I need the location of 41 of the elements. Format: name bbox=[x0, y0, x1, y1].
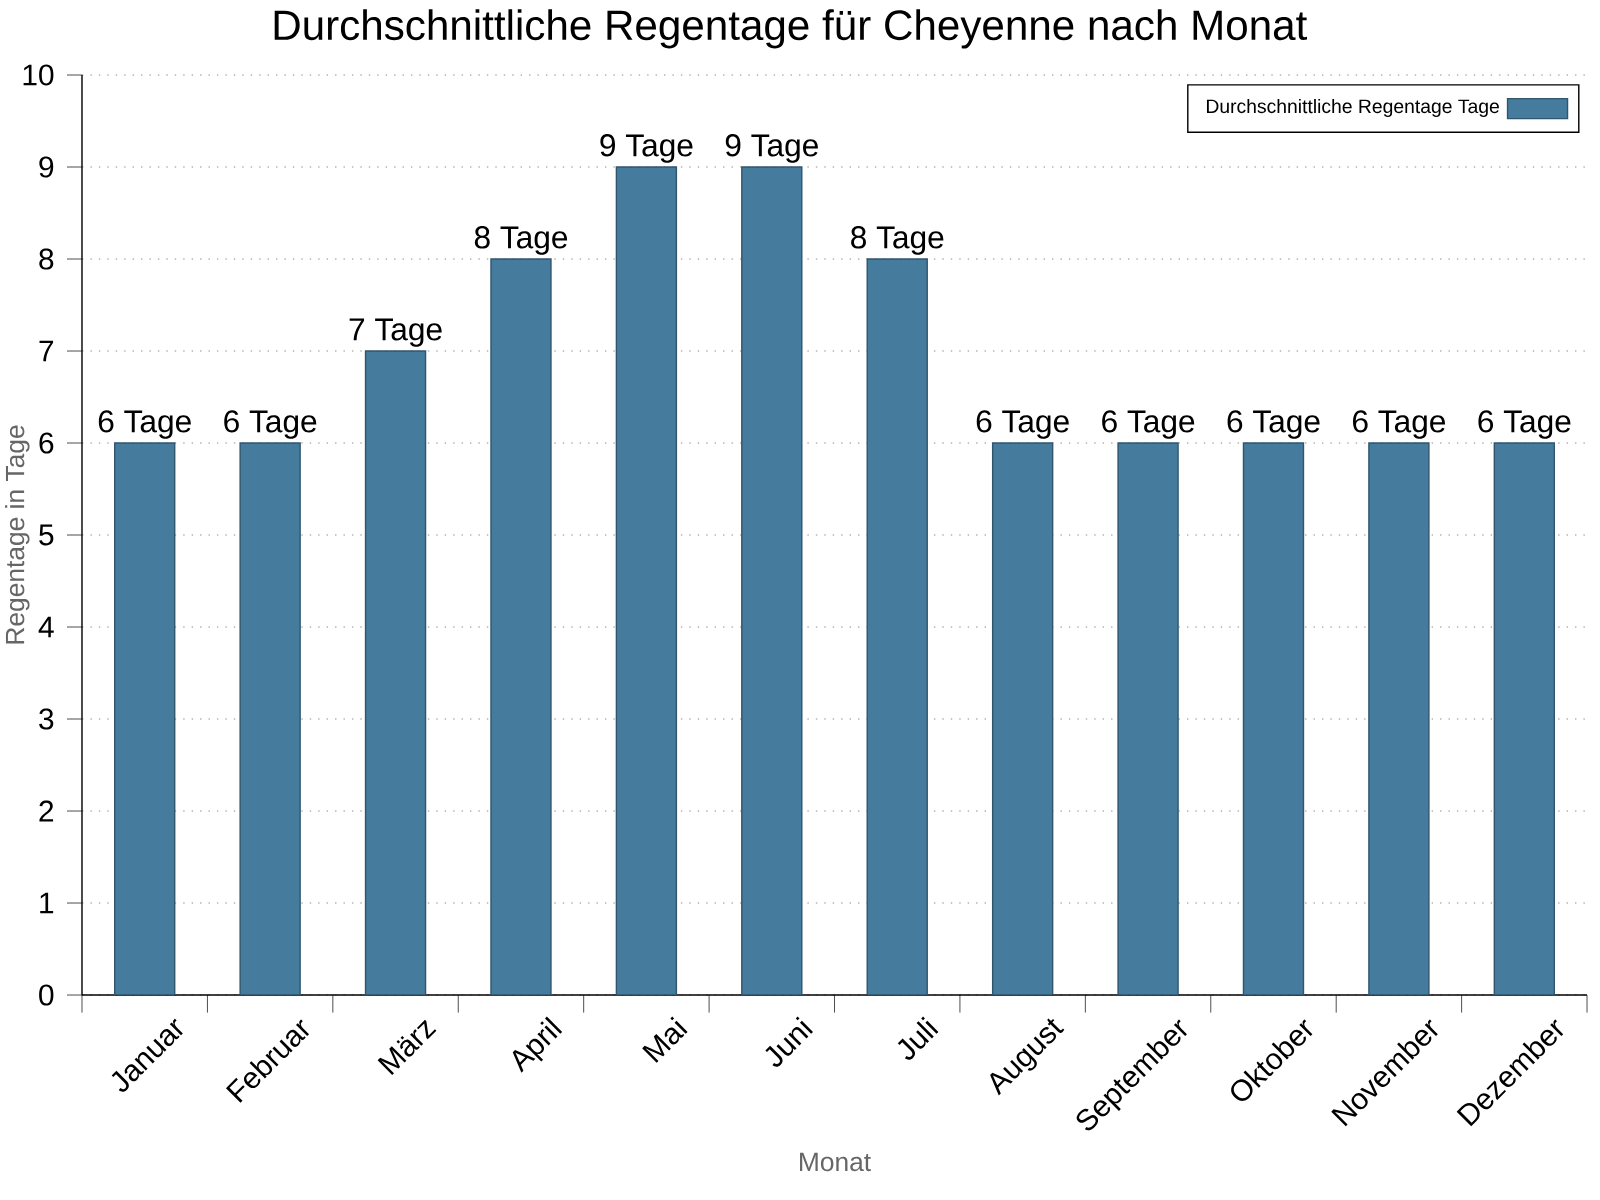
data-label: 7 Tage bbox=[349, 318, 442, 347]
bar bbox=[1493, 442, 1556, 996]
data-label: 8 Tage bbox=[851, 226, 944, 255]
data-label: 9 Tage bbox=[725, 134, 818, 163]
legend-label: Durchschnittliche Regentage Tage bbox=[1206, 98, 1499, 117]
bar bbox=[490, 258, 552, 996]
x-tick-label: Mai bbox=[642, 1016, 688, 1063]
y-tick-label: 0 bbox=[39, 984, 54, 1006]
data-label: 6 Tage bbox=[224, 410, 317, 439]
y-tick-label: 2 bbox=[39, 800, 54, 822]
data-label: 6 Tage bbox=[1353, 410, 1446, 439]
data-label: 8 Tage bbox=[474, 226, 568, 255]
data-label: 6 Tage bbox=[1478, 410, 1571, 439]
data-label: 6 Tage bbox=[98, 410, 191, 439]
data-label: 6 Tage bbox=[1102, 410, 1195, 439]
y-tick-label: 6 bbox=[39, 432, 54, 454]
y-tick-label: 1 bbox=[40, 892, 54, 914]
y-tick-label: 10 bbox=[23, 64, 54, 86]
chart-title: Durchschnittliche Regentage für Cheyenne nach Monat bbox=[274, 9, 1307, 49]
bar bbox=[1242, 442, 1305, 996]
x-tick-label: Juli bbox=[897, 1016, 939, 1060]
y-axis-title: Regentage in Tage bbox=[5, 425, 30, 644]
data-label: 6 Tage bbox=[976, 410, 1069, 439]
y-tick-label: 3 bbox=[39, 708, 54, 730]
data-label: 9 Tage bbox=[600, 134, 693, 163]
data-label: 6 Tage bbox=[1227, 410, 1320, 439]
bar bbox=[991, 442, 1054, 996]
bar bbox=[615, 166, 678, 996]
bar bbox=[1117, 442, 1179, 996]
y-tick-label: 5 bbox=[39, 524, 54, 546]
y-tick-label: 9 bbox=[39, 156, 54, 178]
y-tick-label: 7 bbox=[39, 340, 54, 362]
y-tick-label: 4 bbox=[38, 616, 54, 638]
bar bbox=[866, 258, 928, 996]
bar bbox=[239, 442, 301, 996]
y-tick-label: 8 bbox=[39, 248, 54, 270]
bar bbox=[114, 442, 176, 996]
bar bbox=[741, 166, 803, 996]
bar bbox=[1368, 442, 1430, 996]
x-axis-title: Monat bbox=[800, 1152, 871, 1172]
bar bbox=[364, 350, 427, 996]
